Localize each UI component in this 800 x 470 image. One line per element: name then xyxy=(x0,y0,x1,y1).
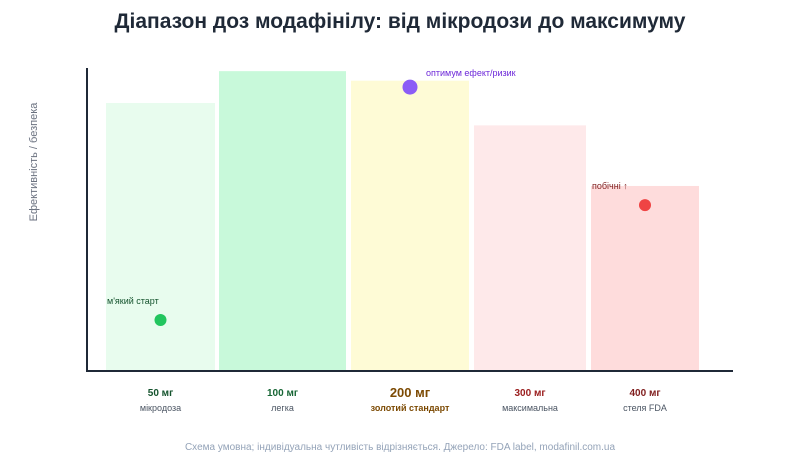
x-tick-sublabel: максимальна xyxy=(502,403,558,413)
x-tick-label: 400 мг xyxy=(629,388,660,399)
bar-4 xyxy=(591,185,699,371)
x-tick-label: 100 мг xyxy=(267,388,298,399)
y-axis-label: Ефективність / безпека xyxy=(28,102,40,222)
chart-area: м'який старт оптимум ефект/ризик побічні ↑… xyxy=(28,68,733,413)
chart-title: Діапазон доз модафінілу: від мікродози д… xyxy=(114,10,686,33)
marker-label: оптимум ефект/ризик xyxy=(426,68,516,78)
x-tick-label: 300 мг xyxy=(514,388,545,399)
bar-1 xyxy=(219,71,346,371)
bar-0 xyxy=(106,103,215,371)
bar-2 xyxy=(351,80,469,372)
x-tick-label: 200 мг xyxy=(390,385,431,400)
marker-point xyxy=(402,79,418,95)
x-tick-sublabel: мікродоза xyxy=(140,403,181,413)
x-tick-sublabel: золотий стандарт xyxy=(371,403,450,413)
marker-label: м'який старт xyxy=(107,296,159,306)
footnote: Схема умовна; індивідуальна чутливість в… xyxy=(184,442,616,453)
x-tick-label: 50 мг xyxy=(148,388,173,399)
marker-point xyxy=(154,313,167,326)
marker-point xyxy=(639,199,651,212)
marker-label: побічні ↑ xyxy=(592,181,628,191)
bar-3 xyxy=(474,125,586,372)
x-tick-sublabel: легка xyxy=(271,403,294,413)
x-tick-sublabel: стеля FDA xyxy=(623,403,667,413)
